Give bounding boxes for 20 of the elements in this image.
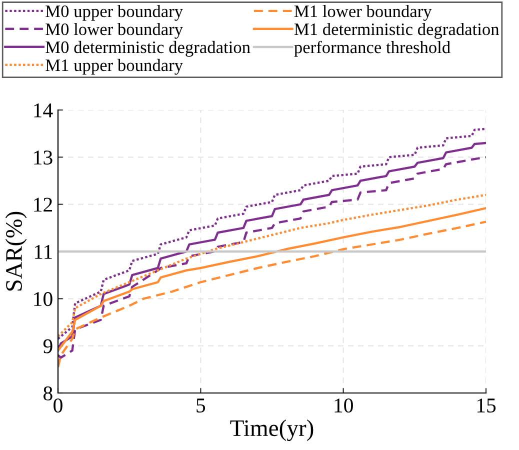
y-tick-label: 12 bbox=[34, 198, 52, 212]
x-tick-label: 10 bbox=[334, 398, 353, 413]
x-tick-label: 0 bbox=[54, 398, 62, 413]
legend-label: M1 lower boundary bbox=[294, 4, 432, 21]
x-tick-label: 15 bbox=[477, 398, 496, 413]
y-tick-label: 8 bbox=[44, 386, 52, 400]
x-tick-label: 5 bbox=[196, 398, 206, 413]
y-tick-label: 9 bbox=[43, 339, 52, 354]
legend-label: M1 deterministic degradation bbox=[294, 22, 500, 39]
y-tick-label: 11 bbox=[34, 244, 52, 259]
x-axis-title: Time(yr) bbox=[230, 420, 314, 442]
legend-label: M0 lower boundary bbox=[46, 22, 183, 39]
legend-label: performance threshold bbox=[294, 40, 450, 57]
y-tick-label: 14 bbox=[34, 103, 53, 118]
legend-label: M1 upper boundary bbox=[46, 58, 183, 75]
legend-label: M0 deterministic degradation bbox=[46, 40, 250, 57]
legend-label: M0 upper boundary bbox=[46, 4, 183, 21]
y-axis-title: SAR(%) bbox=[5, 212, 27, 291]
y-tick-label: 10 bbox=[34, 292, 52, 306]
y-tick-label: 13 bbox=[34, 150, 52, 165]
